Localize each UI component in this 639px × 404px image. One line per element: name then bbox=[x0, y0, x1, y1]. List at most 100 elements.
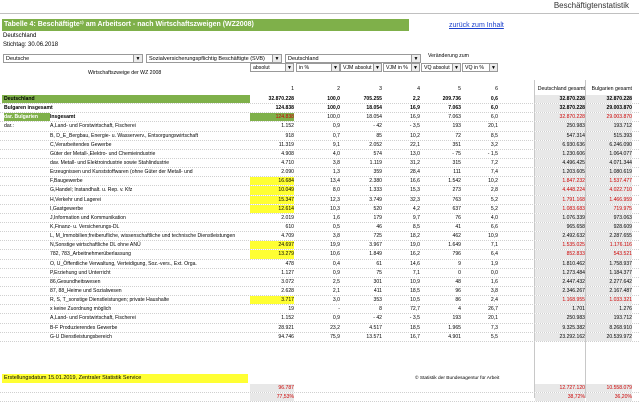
cell-value-total: 1.791.168 bbox=[535, 195, 585, 204]
cell-value: 18,5 bbox=[410, 324, 420, 331]
cell-value: 18.054 bbox=[366, 114, 382, 121]
col-header-percent[interactable]: in % ▼ bbox=[296, 63, 340, 72]
cell-value: 94.746 bbox=[278, 333, 294, 340]
table-row: B, D_E_Bergbau, Energie- u. Wasserverv.,… bbox=[0, 131, 639, 141]
cell-value: 20,1 bbox=[488, 123, 498, 130]
cell-value-total: 2.492.632 bbox=[535, 232, 585, 241]
cell-value: 1.849 bbox=[369, 251, 382, 258]
cell-value: 4.709 bbox=[281, 233, 294, 240]
row-name: P,Erziehung und Unterricht bbox=[50, 269, 111, 276]
employment-type-select[interactable]: Sozialversicherungspflichtig Beschäftigt… bbox=[146, 54, 282, 63]
cell-value: 315 bbox=[452, 159, 462, 166]
cell-value-total: 29.003.870 bbox=[586, 104, 632, 113]
cell-value: 10,9 bbox=[488, 233, 498, 240]
cell-value: 1,6 bbox=[490, 278, 498, 285]
right-header-bulgaria: Bulgarien gesamt bbox=[591, 86, 632, 92]
cell-value-total: 20.539.972 bbox=[586, 332, 632, 341]
chevron-down-icon: ▼ bbox=[272, 55, 281, 62]
cell-value: 918 bbox=[285, 132, 295, 139]
summary-total: 36,20% bbox=[586, 393, 632, 402]
col-header-label: absolut bbox=[253, 65, 270, 71]
creation-note: Erstellungsdatum 15.01.2019, Zentraler S… bbox=[2, 374, 248, 383]
row-label: dar. Bulgarien bbox=[4, 113, 50, 122]
cell-value-total: 1.033.321 bbox=[586, 296, 632, 305]
cell-value: 32,3 bbox=[410, 196, 420, 203]
row-name: H,Verkehr und Lagerei bbox=[50, 196, 101, 203]
col-number: 2 bbox=[337, 86, 340, 92]
row-name: O, U_Öffentliche Verwaltung, Verteidigun… bbox=[50, 260, 197, 267]
cell-value-total: 1.176.116 bbox=[586, 241, 632, 250]
row-name: 86,Gesundheitswesen bbox=[50, 278, 101, 285]
cell-value: 124.838 bbox=[250, 113, 294, 122]
cell-value: 209.736 bbox=[442, 96, 461, 102]
cell-value: 23,2 bbox=[330, 324, 340, 331]
col-header-vjm-absolut[interactable]: VJM absolut ▼ bbox=[340, 63, 382, 72]
change-label: Veränderung zum bbox=[428, 53, 469, 59]
row-label bbox=[4, 232, 50, 240]
summary-total: 10.558.079 bbox=[586, 384, 632, 393]
cell-value: 19,9 bbox=[330, 242, 340, 249]
cell-value: 2.052 bbox=[369, 141, 382, 148]
cell-value: 16,9 bbox=[410, 105, 420, 112]
cell-value: 3,2 bbox=[490, 141, 498, 148]
chevron-down-icon: ▼ bbox=[133, 55, 142, 62]
cell-value: 0,9 bbox=[332, 269, 340, 276]
back-to-contents-link[interactable]: zurück zum Inhalt bbox=[449, 22, 504, 29]
cell-value: 124.838 bbox=[275, 105, 294, 112]
row-label bbox=[4, 260, 50, 268]
row-label bbox=[4, 168, 50, 176]
cell-value: - 42 bbox=[373, 315, 382, 322]
table-row: dar. Bulgarien Insgesamt 124.838 100,0 18.05… bbox=[0, 113, 639, 123]
row-label bbox=[4, 287, 50, 295]
table-row: P,Erziehung und Unterricht 1.127 0,9 75 7,1 0… bbox=[0, 268, 639, 278]
cell-value-total: 1.203.605 bbox=[535, 168, 585, 177]
cell-value: 96 bbox=[455, 287, 461, 294]
creation-note-text: Erstellungsdatum 15.01.2019, Zentraler S… bbox=[4, 375, 142, 381]
cell-value: 24.697 bbox=[250, 241, 294, 250]
cell-value: 4,0 bbox=[332, 150, 340, 157]
cell-value: 15,3 bbox=[410, 187, 420, 194]
cell-value: 2,1 bbox=[332, 287, 340, 294]
nationality-select[interactable]: Deutsche ▼ bbox=[3, 54, 143, 63]
cell-value: 637 bbox=[452, 205, 462, 212]
cell-value: 100,0 bbox=[327, 105, 340, 112]
cell-value: 75,9 bbox=[330, 333, 340, 340]
row-label bbox=[4, 141, 50, 149]
col-header-absolut[interactable]: absolut ▼ bbox=[250, 63, 294, 72]
data-table: Deutschland 32.870.228 100,0 705.255 2,2 209.… bbox=[0, 95, 639, 342]
row-name: 782, 783_Arbeitnehmerüberlassung bbox=[50, 251, 131, 258]
cell-value-total: 2.167.487 bbox=[586, 286, 632, 296]
cell-value: 0,0 bbox=[490, 269, 498, 276]
compare-region-select[interactable]: Deutschland ▼ bbox=[285, 54, 421, 63]
cell-value: 12,3 bbox=[330, 196, 340, 203]
cell-value: 6,0 bbox=[490, 114, 498, 121]
cell-value: 76 bbox=[455, 214, 461, 221]
chevron-down-icon: ▼ bbox=[411, 55, 420, 62]
row-name: A,Land- und Forstwirtschaft, Fischerei bbox=[50, 315, 136, 322]
cell-value: 8,0 bbox=[332, 187, 340, 194]
col-number: 4 bbox=[417, 86, 420, 92]
cell-value-total: 29.003.870 bbox=[586, 113, 632, 122]
cell-value-total: 515.393 bbox=[586, 131, 632, 140]
cell-value: 2,2 bbox=[412, 96, 420, 102]
cell-value: 32.870.228 bbox=[268, 96, 295, 102]
cell-value: 10,9 bbox=[410, 278, 420, 285]
cell-value: 193 bbox=[452, 315, 462, 322]
cell-value: 610 bbox=[285, 223, 295, 230]
cell-value: 520 bbox=[373, 205, 383, 212]
cell-value: 478 bbox=[285, 260, 295, 267]
cell-value: 4,0 bbox=[490, 214, 498, 221]
cell-value: 2.380 bbox=[369, 178, 382, 185]
col-header-vjm-percent[interactable]: VJM in % ▼ bbox=[383, 63, 420, 72]
cell-value: 351 bbox=[452, 141, 462, 148]
col-header-vq-absolut[interactable]: VQ absolut ▼ bbox=[421, 63, 461, 72]
row-name: G-U Dienstleistungsbereich bbox=[50, 333, 113, 340]
cell-value: 3.717 bbox=[250, 296, 294, 305]
row-label bbox=[4, 205, 50, 213]
col-header-vq-percent[interactable]: VQ in % ▼ bbox=[462, 63, 498, 72]
table-row: H,Verkehr und Lagerei 15.347 12,3 3.749 32,3… bbox=[0, 195, 639, 205]
table-row: Erzeugnissen und Kunststoffwaren (ohne G… bbox=[0, 168, 639, 178]
row-label: Deutschland bbox=[4, 96, 35, 102]
cell-value: 4 bbox=[458, 306, 461, 313]
cell-value: 3.967 bbox=[369, 242, 382, 249]
